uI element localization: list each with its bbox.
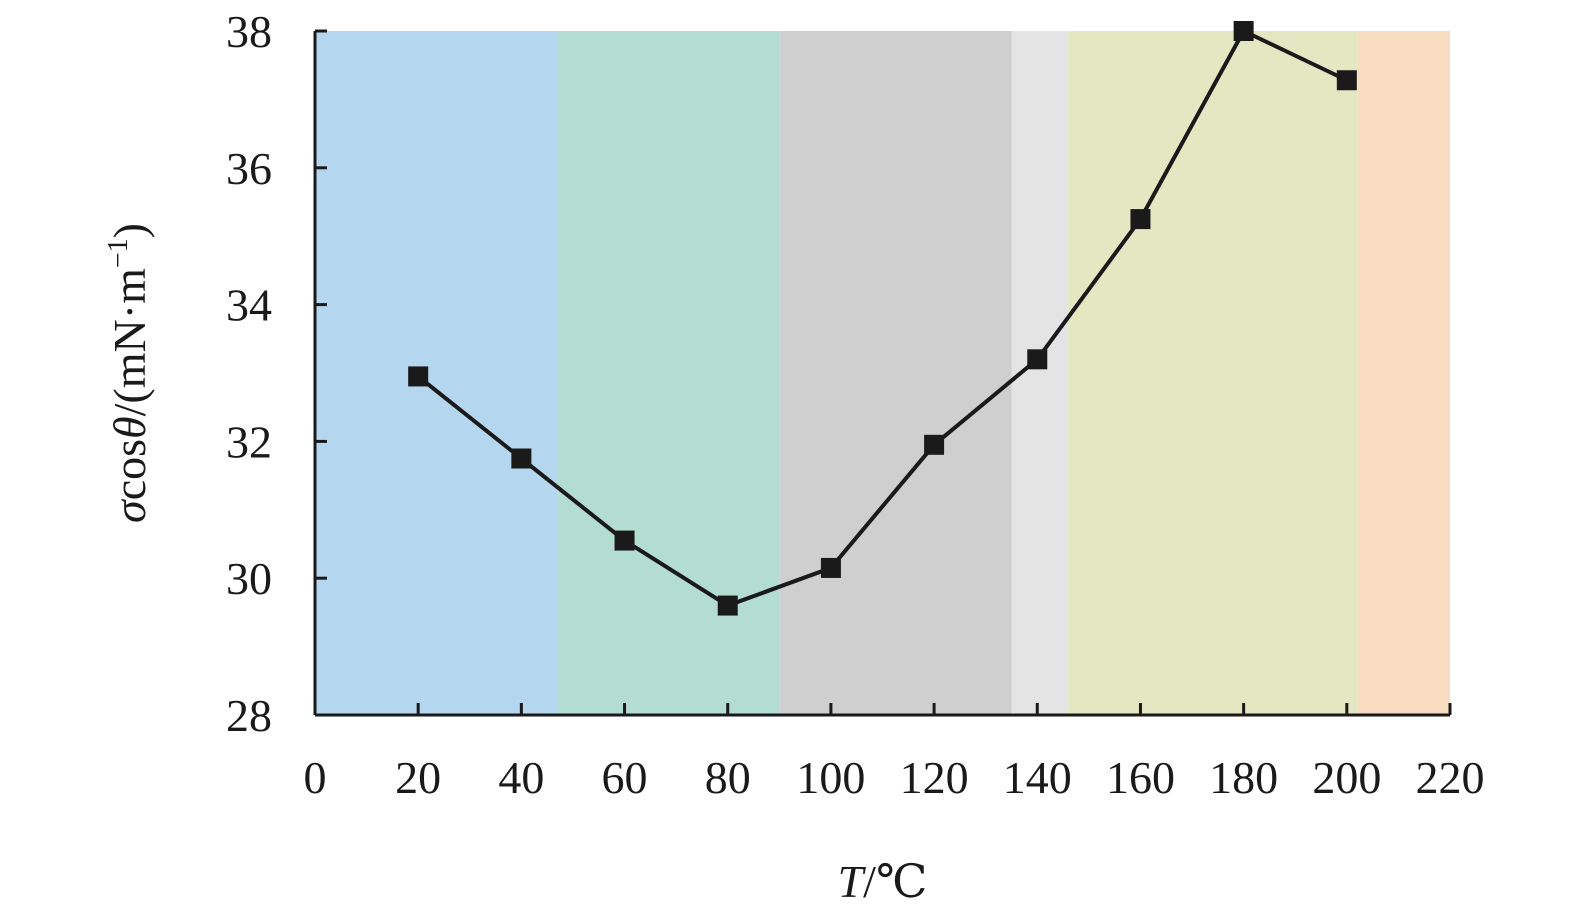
y-tick-label: 32 — [226, 416, 272, 467]
data-point-marker — [1336, 70, 1357, 91]
y-axis-theta: θ — [104, 416, 155, 439]
y-tick-label: 30 — [226, 553, 272, 604]
x-axis-variable: T — [838, 856, 867, 907]
x-axis-ticks: 0 20 40 60 80 100 120 140 160 180 200 220 — [304, 703, 1485, 803]
series — [408, 21, 1357, 616]
x-tick-label: 180 — [1209, 752, 1278, 803]
data-point-marker — [820, 557, 841, 578]
y-tick-label: 38 — [226, 6, 272, 57]
y-axis-title: σcosθ/(mN·m−1) — [103, 223, 155, 523]
axes — [313, 31, 1450, 717]
data-point-marker — [614, 530, 635, 551]
x-tick-label: 0 — [304, 752, 327, 803]
x-tick-label: 40 — [498, 752, 544, 803]
data-point-marker — [1233, 21, 1254, 41]
x-axis-title: T/℃ — [838, 856, 928, 907]
y-axis-ticks: 28 30 32 34 36 38 — [226, 6, 327, 741]
data-point-marker — [924, 434, 945, 455]
background-band-1 — [315, 31, 558, 715]
x-tick-label: 200 — [1312, 752, 1381, 803]
y-tick-label: 36 — [226, 143, 272, 194]
data-point-marker — [511, 448, 532, 469]
x-tick-label: 160 — [1106, 752, 1175, 803]
y-axis-cos: cos — [104, 439, 155, 500]
x-tick-label: 220 — [1416, 752, 1485, 803]
x-tick-label: 20 — [395, 752, 441, 803]
data-point-marker — [717, 595, 738, 616]
background-band-2 — [557, 31, 780, 715]
data-point-marker — [1130, 209, 1151, 230]
background-band-5 — [1068, 31, 1358, 715]
x-tick-label: 80 — [705, 752, 751, 803]
y-axis-unit: /(mN·m — [104, 268, 155, 416]
y-axis-sigma: σ — [104, 498, 155, 523]
x-tick-label: 140 — [1003, 752, 1072, 803]
background-band-6 — [1357, 31, 1450, 715]
data-point-marker — [1027, 349, 1048, 370]
background-band-3 — [779, 31, 1012, 715]
y-tick-label: 34 — [226, 280, 272, 331]
x-axis-unit: ℃ — [876, 856, 927, 907]
y-axis-close-paren: ) — [104, 223, 155, 238]
data-point-marker — [408, 366, 429, 387]
y-tick-label: 28 — [226, 690, 272, 741]
background-bands — [315, 31, 1450, 715]
x-tick-label: 100 — [796, 752, 865, 803]
x-tick-label: 120 — [900, 752, 969, 803]
series-line — [416, 29, 1348, 608]
x-axis-separator: / — [863, 856, 876, 907]
y-axis-exponent: −1 — [103, 238, 134, 268]
x-tick-label: 60 — [602, 752, 648, 803]
